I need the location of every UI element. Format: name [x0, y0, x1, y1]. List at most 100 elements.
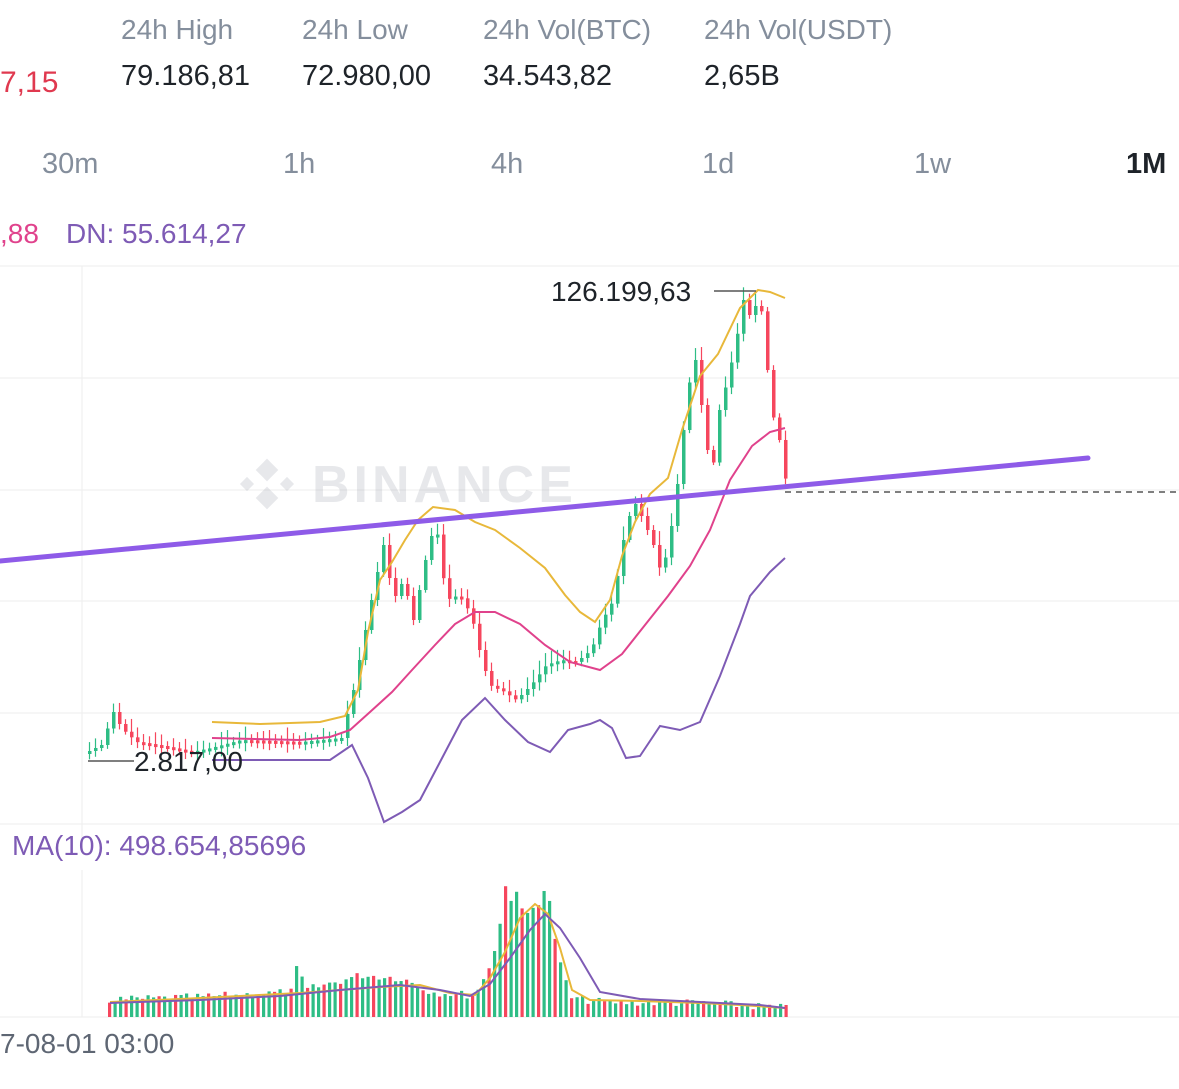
- volume-bar: [328, 982, 332, 1017]
- volume-bar: [746, 1006, 750, 1017]
- volume-bar: [289, 988, 293, 1017]
- volume-bar: [366, 976, 370, 1017]
- candle-body: [136, 737, 140, 743]
- candle-body: [562, 660, 566, 664]
- candle-body: [148, 743, 152, 747]
- candle-body: [88, 751, 92, 754]
- candle-body: [514, 695, 518, 700]
- timeframe-1d[interactable]: 1d: [702, 148, 735, 180]
- volume-bar: [372, 975, 376, 1017]
- volume-bar: [757, 1003, 761, 1017]
- candle-body: [298, 741, 302, 745]
- candle-body: [340, 738, 344, 741]
- candle-body: [544, 666, 548, 675]
- candle-body: [580, 658, 584, 662]
- volume-bar: [520, 908, 524, 1017]
- volume-bar: [350, 977, 354, 1017]
- timeframe-30m[interactable]: 30m: [42, 148, 99, 180]
- volume-bar: [652, 1005, 656, 1017]
- trendline[interactable]: [0, 455, 1091, 564]
- price-chart[interactable]: BINANCE 126.199,63 2.817,00: [0, 250, 1179, 840]
- volume-chart[interactable]: [0, 870, 1179, 1030]
- candle-body: [700, 360, 704, 405]
- volume-ma10-line: [109, 912, 786, 1009]
- candle-body: [784, 440, 788, 479]
- candle-body: [742, 300, 746, 334]
- boll-mid-line: [211, 427, 786, 742]
- volume-bar: [108, 1002, 112, 1017]
- candle-body: [412, 596, 416, 620]
- volume-bar: [394, 981, 398, 1017]
- volume-bar: [768, 1004, 772, 1017]
- candle-body: [622, 540, 626, 576]
- timeframe-4h[interactable]: 4h: [491, 148, 524, 180]
- volume-bar: [773, 1006, 777, 1017]
- volume-bar: [388, 976, 392, 1017]
- volume-bar: [190, 998, 194, 1017]
- volume-bar: [729, 1001, 733, 1017]
- timeframe-1m[interactable]: 1M: [1126, 148, 1167, 180]
- volume-bar: [234, 994, 238, 1017]
- volume-bar: [405, 979, 409, 1017]
- candle-body: [628, 516, 632, 540]
- volume-bar: [630, 1000, 634, 1017]
- volume-bar: [256, 995, 260, 1017]
- candlesticks: [88, 287, 788, 760]
- volume-bar: [339, 983, 343, 1017]
- volume-bar: [146, 995, 150, 1017]
- candle-body: [490, 671, 494, 686]
- candle-body: [496, 685, 500, 689]
- candle-body: [154, 744, 158, 748]
- volume-bar: [570, 998, 574, 1017]
- candle-body: [178, 748, 182, 752]
- volume-bar: [597, 997, 601, 1017]
- volume-bar: [564, 980, 568, 1017]
- candle-body: [604, 614, 608, 628]
- volume-bar: [641, 1003, 645, 1017]
- stat-label-24h-vol-usdt: 24h Vol(USDT): [704, 14, 893, 45]
- candle-body: [730, 362, 734, 388]
- volume-bar: [273, 991, 277, 1017]
- volume-bar: [130, 995, 134, 1017]
- timeframe-1w[interactable]: 1w: [914, 148, 952, 180]
- volume-bar: [218, 995, 222, 1017]
- candle-body: [160, 745, 164, 749]
- volume-bar: [614, 1003, 618, 1017]
- volume-bar: [724, 1000, 728, 1017]
- volume-bar: [306, 987, 310, 1017]
- timeframe-1h[interactable]: 1h: [283, 148, 316, 180]
- candle-body: [658, 545, 662, 568]
- volume-bar: [702, 1001, 706, 1017]
- volume-bar: [163, 996, 167, 1017]
- volume-bar: [526, 912, 530, 1017]
- candle-body: [208, 748, 212, 752]
- volume-bar: [493, 951, 497, 1017]
- volume-bar: [674, 1005, 678, 1017]
- volume-bar: [311, 984, 315, 1017]
- candle-body: [202, 749, 206, 753]
- volume-bar: [278, 989, 282, 1017]
- candle-body: [406, 584, 410, 596]
- candle-body: [130, 731, 134, 738]
- volume-bar: [740, 1005, 744, 1017]
- volume-bar: [608, 999, 612, 1017]
- volume-bar: [487, 968, 491, 1017]
- volume-bar: [476, 989, 480, 1017]
- candle-body: [766, 311, 770, 370]
- volume-bar: [119, 996, 123, 1017]
- volume-bar: [355, 973, 359, 1017]
- candle-body: [280, 741, 284, 745]
- candle-body: [694, 360, 698, 383]
- volume-bar: [361, 978, 365, 1017]
- candle-body: [736, 333, 740, 363]
- x-axis-date-label: 7-08-01 03:00: [0, 1028, 175, 1059]
- boll-upper-line: [211, 288, 786, 726]
- volume-bar: [416, 987, 420, 1017]
- candle-body: [268, 740, 272, 744]
- volume-bar: [735, 1006, 739, 1017]
- candle-body: [592, 644, 596, 654]
- volume-bar: [685, 999, 689, 1017]
- volume-bar: [449, 996, 453, 1017]
- candle-body: [436, 534, 440, 538]
- binance-watermark: BINANCE: [312, 456, 577, 514]
